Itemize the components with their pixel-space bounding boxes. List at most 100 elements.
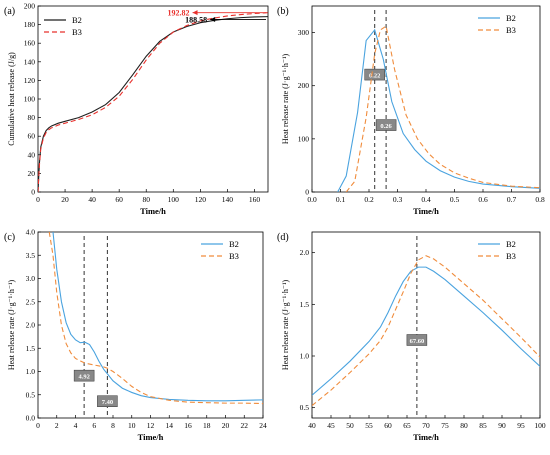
x-tick-label: 40	[88, 195, 96, 204]
x-tick-label: 12	[147, 421, 155, 430]
marker-label: 67.60	[410, 338, 425, 345]
legend-label: B3	[506, 25, 516, 35]
panel-label: (a)	[4, 6, 15, 17]
y-tick-label: 0.0	[26, 414, 36, 423]
x-tick-label: 6	[92, 421, 96, 430]
x-tick-label: 60	[384, 421, 392, 430]
series-line-b3	[312, 255, 540, 407]
y-tick-label: 1.5	[300, 300, 310, 309]
y-tick-label: 20	[28, 169, 36, 178]
series-line-b2	[52, 232, 263, 402]
x-tick-label: 16	[184, 421, 192, 430]
panel-label: (d)	[277, 232, 289, 243]
x-tick-label: 24	[259, 421, 267, 430]
x-tick-label: 40	[308, 421, 316, 430]
y-tick-label: 300	[298, 28, 310, 37]
y-tick-label: 1.5	[26, 344, 36, 353]
x-tick-label: 20	[61, 195, 69, 204]
y-tick-label: 0.5	[26, 390, 36, 399]
x-tick-label: 0.5	[450, 195, 460, 204]
x-tick-label: 0.4	[421, 195, 431, 204]
series-line-b3	[345, 25, 540, 192]
y-axis-label: Heat release rate (J·g⁻¹·h⁻¹)	[281, 280, 290, 371]
x-tick-label: 100	[168, 195, 180, 204]
marker-box	[97, 395, 118, 407]
y-axis-label: Heat release rate (J·g⁻¹·h⁻¹)	[281, 54, 290, 145]
y-tick-label: 3.0	[26, 274, 36, 283]
marker-label: 0.26	[380, 123, 392, 130]
x-tick-label: 0.1	[336, 195, 346, 204]
x-tick-label: 65	[403, 421, 411, 430]
y-tick-label: 80	[28, 113, 36, 122]
x-tick-label: 22	[241, 421, 249, 430]
marker-box	[73, 369, 95, 382]
x-tick-label: 140	[222, 195, 234, 204]
marker-box	[375, 119, 397, 131]
x-tick-label: 55	[365, 421, 373, 430]
legend-label: B2	[229, 239, 239, 249]
x-tick-label: 50	[346, 421, 354, 430]
x-tick-label: 10	[128, 421, 136, 430]
y-tick-label: 4.0	[26, 228, 36, 237]
y-tick-label: 200	[24, 2, 36, 11]
x-tick-label: 120	[195, 195, 207, 204]
x-tick-label: 0.6	[478, 195, 488, 204]
legend-label: B2	[506, 13, 516, 23]
x-tick-label: 14	[166, 421, 174, 430]
y-tick-label: 0	[305, 188, 309, 197]
y-axis-label: Heat release rate (J·g⁻¹·h⁻¹)	[7, 280, 16, 371]
panel-label: (c)	[4, 232, 15, 243]
x-tick-label: 70	[422, 421, 430, 430]
marker-label: 4.92	[78, 374, 89, 381]
y-tick-label: 160	[24, 39, 36, 48]
x-tick-label: 18	[203, 421, 211, 430]
x-tick-label: 20	[222, 421, 230, 430]
y-tick-label: 2.5	[26, 297, 36, 306]
y-tick-label: 200	[298, 81, 310, 90]
annotation-arrowhead	[192, 10, 198, 16]
x-tick-label: 80	[142, 195, 150, 204]
x-tick-label: 160	[249, 195, 261, 204]
x-tick-label: 0.0	[307, 195, 317, 204]
y-tick-label: 1.0	[300, 352, 310, 361]
x-tick-label: 100	[534, 421, 546, 430]
annotation-arrowhead	[210, 16, 216, 22]
y-axis-label: Cumulative heat release (J/g)	[7, 52, 16, 146]
x-tick-label: 0.7	[507, 195, 517, 204]
panel-label: (b)	[277, 6, 289, 17]
annotation-label: 188.58	[185, 15, 207, 24]
x-tick-label: 4	[74, 421, 78, 430]
x-tick-label: 95	[517, 421, 525, 430]
y-tick-label: 2.0	[300, 248, 310, 257]
x-tick-label: 75	[441, 421, 449, 430]
y-tick-label: 0	[31, 188, 35, 197]
x-tick-label: 80	[460, 421, 468, 430]
y-tick-label: 3.5	[26, 251, 36, 260]
annotation-label: 192.82	[168, 9, 190, 18]
chart-panel-3: (c)0 2 4 6 8 10 12 14 16 18 20 22 240.00.51.01.52.02…	[4, 228, 267, 443]
x-tick-label: 0	[36, 421, 40, 430]
x-tick-label: 90	[498, 421, 506, 430]
y-tick-label: 2.0	[26, 321, 36, 330]
y-tick-label: 60	[28, 132, 36, 141]
legend-label: B3	[72, 27, 82, 37]
x-tick-label: 85	[479, 421, 487, 430]
legend-label: B3	[506, 251, 516, 261]
y-tick-label: 40	[28, 150, 36, 159]
marker-box	[406, 334, 428, 346]
x-tick-label: 45	[327, 421, 335, 430]
y-tick-label: 0.5	[300, 403, 310, 412]
y-tick-label: 100	[24, 95, 36, 104]
y-tick-label: 140	[24, 57, 36, 66]
y-tick-label: 180	[24, 20, 36, 29]
series-line-b2	[337, 28, 540, 192]
legend-label: B2	[72, 15, 82, 25]
y-tick-label: 1.0	[26, 367, 36, 376]
y-tick-label: 100	[298, 134, 310, 143]
x-tick-label: 0.3	[393, 195, 403, 204]
chart-panel-1: (a) 0 20 40 60 80 100 120 140 160 0 20 40 60 80 100 120 1…	[4, 2, 269, 216]
x-axis-label: Time/h	[140, 206, 166, 216]
chart-panel-4: (d) 40 45 50 55 60 65 70 75 80 85 90 95 100 0.5 1.0 1.5 2…	[277, 231, 546, 442]
marker-label: 0.22	[369, 73, 380, 80]
